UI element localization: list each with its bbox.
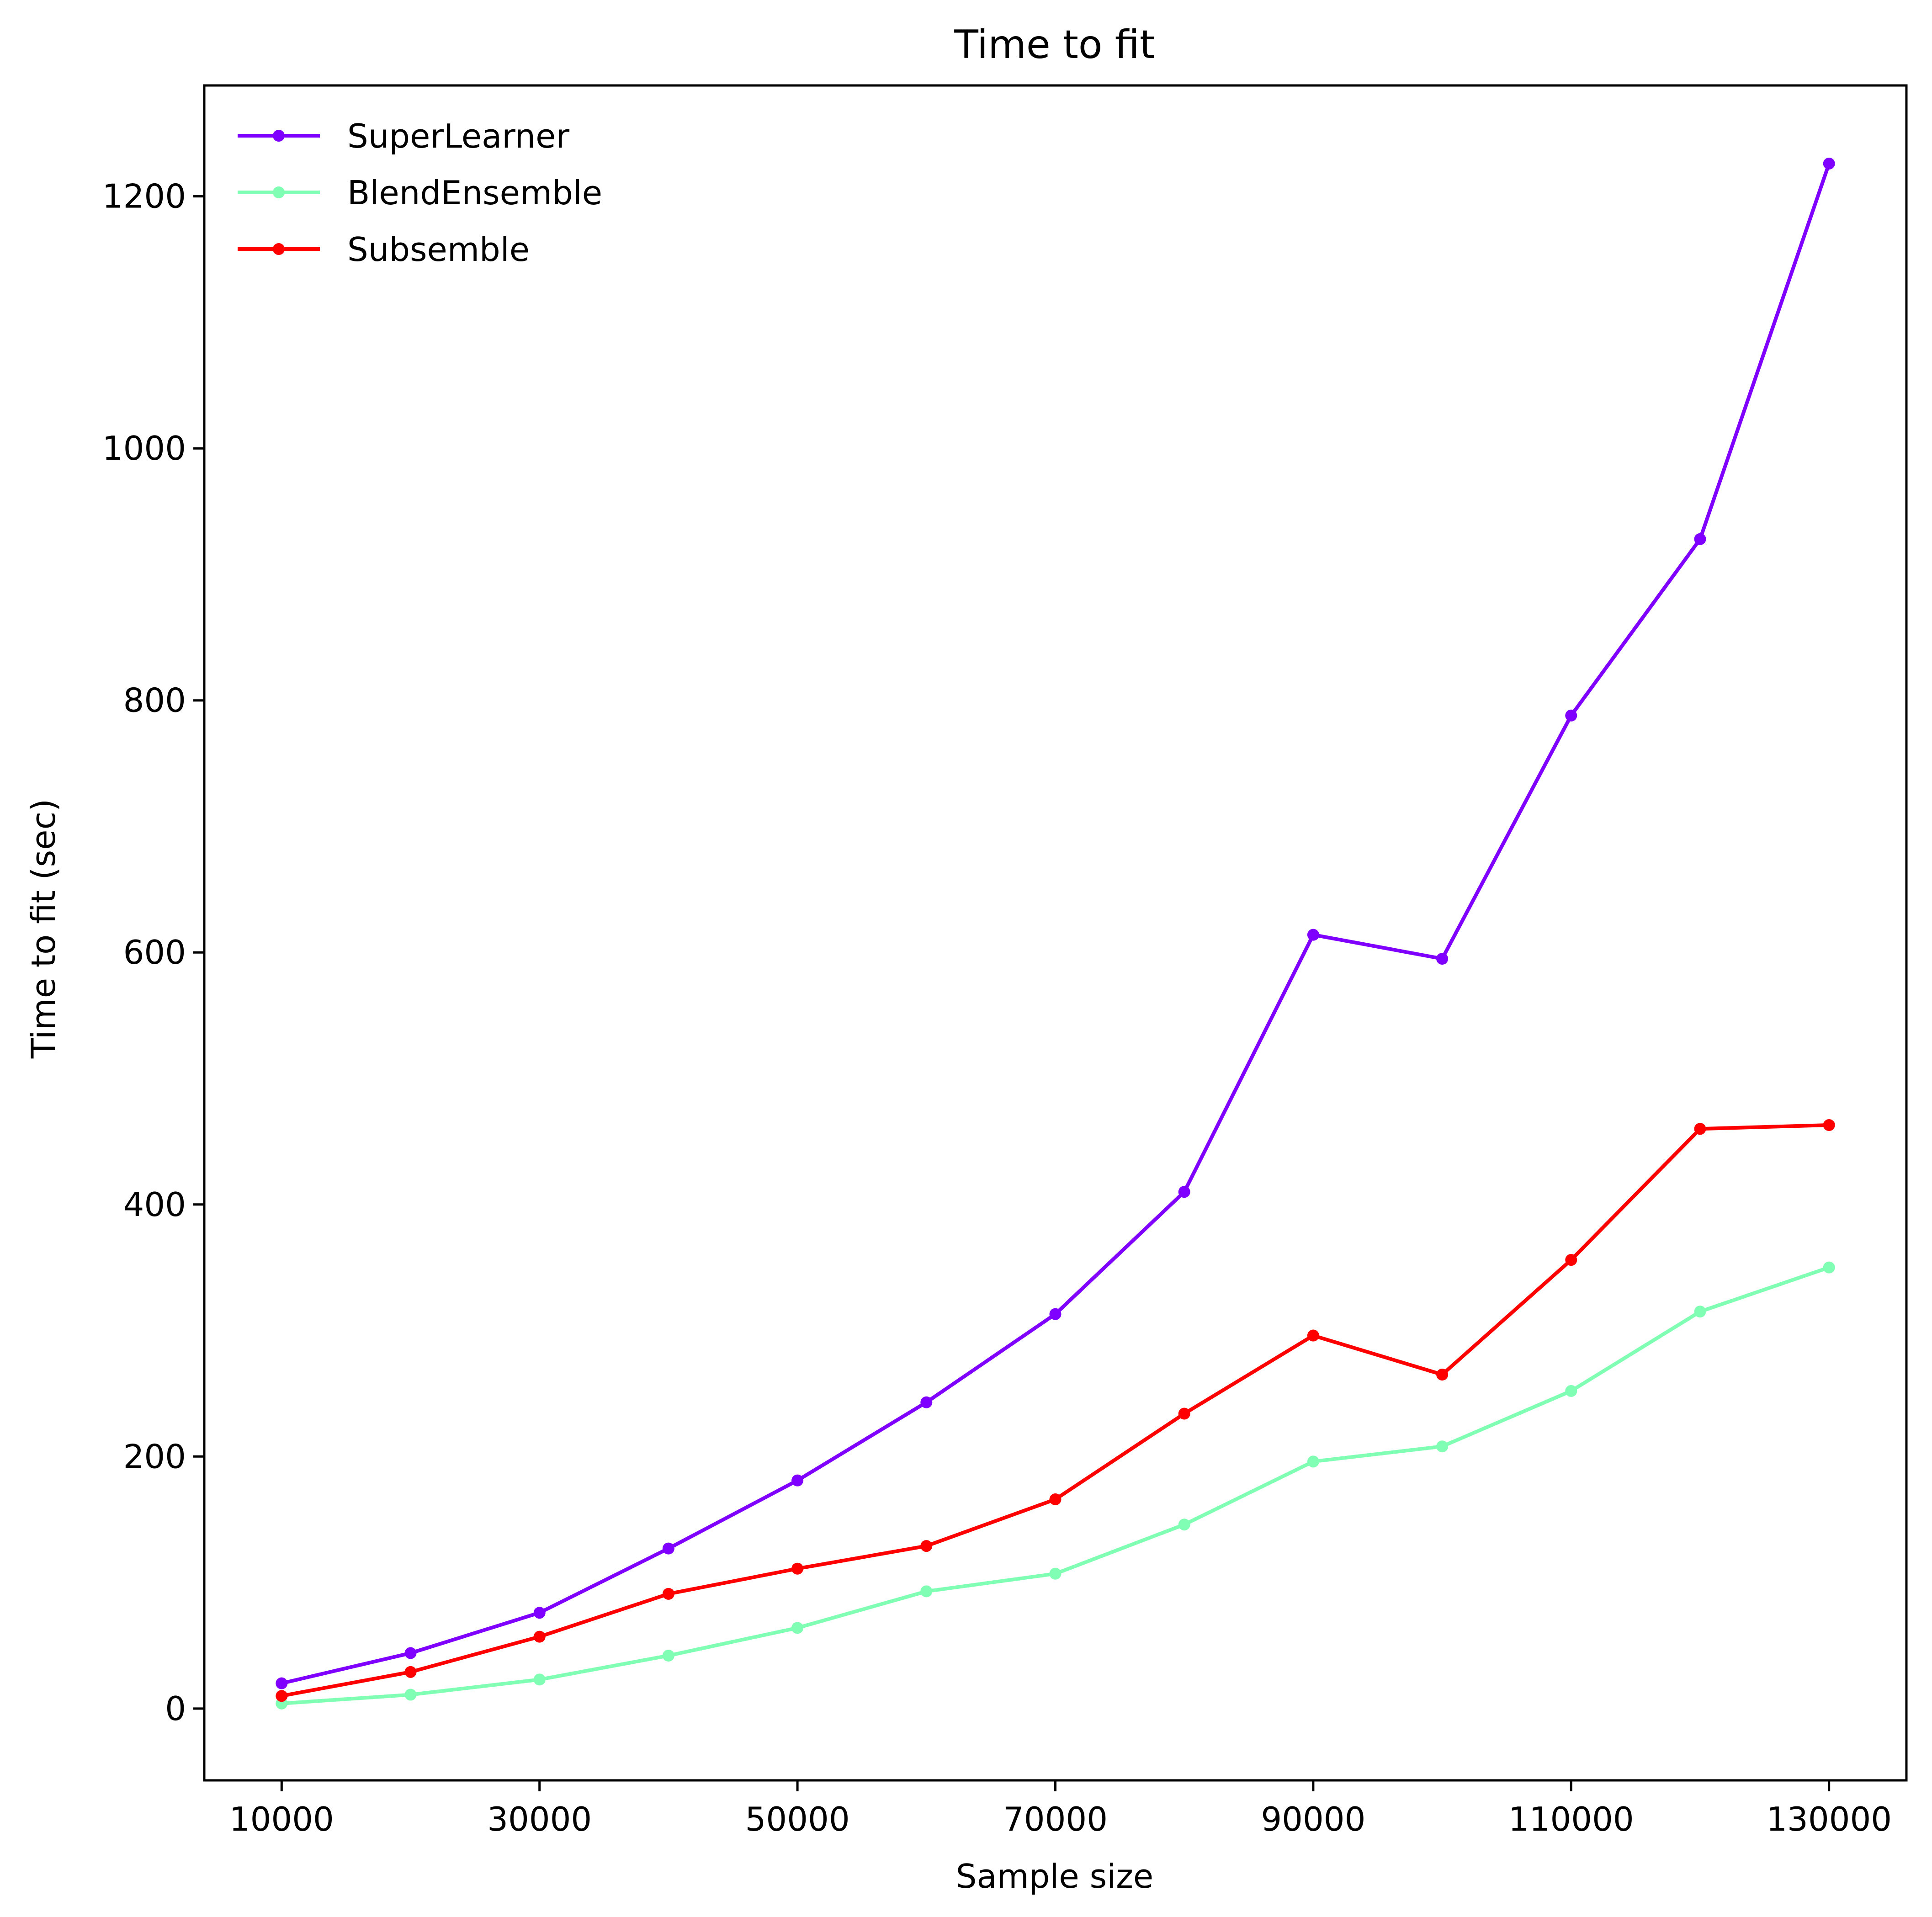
- blendensemble-point: [1694, 1306, 1706, 1318]
- x-tick-label: 90000: [1261, 1800, 1365, 1838]
- series-layer: [276, 157, 1835, 1710]
- legend-label: BlendEnsemble: [347, 174, 602, 212]
- series-subsemble: [276, 1119, 1835, 1702]
- superlearner-point: [1049, 1308, 1062, 1320]
- blendensemble-point: [1436, 1440, 1449, 1453]
- subsemble-point: [1823, 1119, 1835, 1131]
- legend-item-superlearner: SuperLearner: [238, 117, 569, 155]
- subsemble-point: [791, 1562, 804, 1575]
- y-tick-label: 1000: [102, 429, 186, 467]
- x-tick-label: 10000: [229, 1800, 334, 1838]
- series-blendensemble: [276, 1261, 1835, 1710]
- subsemble-point: [1178, 1407, 1190, 1420]
- subsemble-point: [1436, 1369, 1449, 1381]
- blendensemble-point: [1565, 1385, 1577, 1397]
- x-tick-label: 50000: [745, 1800, 850, 1838]
- y-tick-label: 1200: [102, 177, 186, 216]
- y-tick-label: 800: [123, 681, 186, 720]
- series-superlearner: [276, 157, 1835, 1689]
- y-axis-label: Time to fit (sec): [24, 799, 63, 1059]
- subsemble-point: [276, 1690, 288, 1702]
- superlearner-point: [1307, 929, 1319, 941]
- legend-label: Subsemble: [347, 230, 530, 269]
- subsemble-point: [1694, 1123, 1706, 1135]
- subsemble-point: [662, 1588, 674, 1600]
- superlearner-point: [662, 1542, 674, 1555]
- superlearner-point: [533, 1607, 546, 1619]
- blendensemble-point: [1823, 1261, 1835, 1274]
- superlearner-point: [1436, 953, 1449, 965]
- superlearner-point: [276, 1677, 288, 1689]
- legend-marker-subsemble: [273, 243, 285, 255]
- legend-item-blendensemble: BlendEnsemble: [238, 174, 602, 212]
- subsemble-point: [1307, 1329, 1319, 1342]
- superlearner-point: [920, 1396, 933, 1408]
- superlearner-point: [1823, 157, 1835, 170]
- superlearner-point: [791, 1474, 804, 1487]
- blendensemble-point: [404, 1689, 417, 1701]
- blendensemble-point: [533, 1673, 546, 1686]
- superlearner-point: [1694, 533, 1706, 545]
- legend: SuperLearner BlendEnsemble Subsemble: [238, 117, 602, 269]
- blendensemble-point: [791, 1622, 804, 1634]
- blendensemble-point: [920, 1585, 933, 1598]
- subsemble-point: [404, 1666, 417, 1678]
- superlearner-point: [1565, 709, 1577, 722]
- y-tick-label: 600: [123, 933, 186, 972]
- blendensemble-point: [662, 1649, 674, 1662]
- y-tick-label: 400: [123, 1185, 186, 1224]
- subsemble-point: [1049, 1493, 1062, 1506]
- subsemble-point: [1565, 1254, 1577, 1266]
- superlearner-point: [1178, 1186, 1190, 1198]
- legend-marker-superlearner: [273, 130, 285, 142]
- blendensemble-point: [1307, 1455, 1319, 1468]
- x-tick-label: 70000: [1003, 1800, 1108, 1838]
- chart-title: Time to fit: [954, 22, 1155, 68]
- x-axis-label: Sample size: [956, 1857, 1153, 1896]
- subsemble-point: [533, 1630, 546, 1643]
- blendensemble-point: [1049, 1567, 1062, 1580]
- legend-item-subsemble: Subsemble: [238, 230, 530, 269]
- y-tick-label: 0: [165, 1689, 186, 1728]
- x-tick-label: 30000: [487, 1800, 592, 1838]
- subsemble-point: [920, 1540, 933, 1552]
- y-tick-label: 200: [123, 1437, 186, 1476]
- plot-frame: [203, 84, 1908, 1782]
- x-tick-label: 130000: [1766, 1800, 1892, 1838]
- blendensemble-point: [1178, 1519, 1190, 1531]
- superlearner-point: [404, 1647, 417, 1659]
- y-axis-ticks: 0 200 400 600 800 1000 1200: [102, 177, 204, 1728]
- x-tick-label: 110000: [1508, 1800, 1634, 1838]
- x-axis-ticks: 10000 30000 50000 70000 90000 110000 130000: [229, 1780, 1892, 1838]
- legend-label: SuperLearner: [347, 117, 569, 155]
- legend-marker-blendensemble: [273, 186, 285, 198]
